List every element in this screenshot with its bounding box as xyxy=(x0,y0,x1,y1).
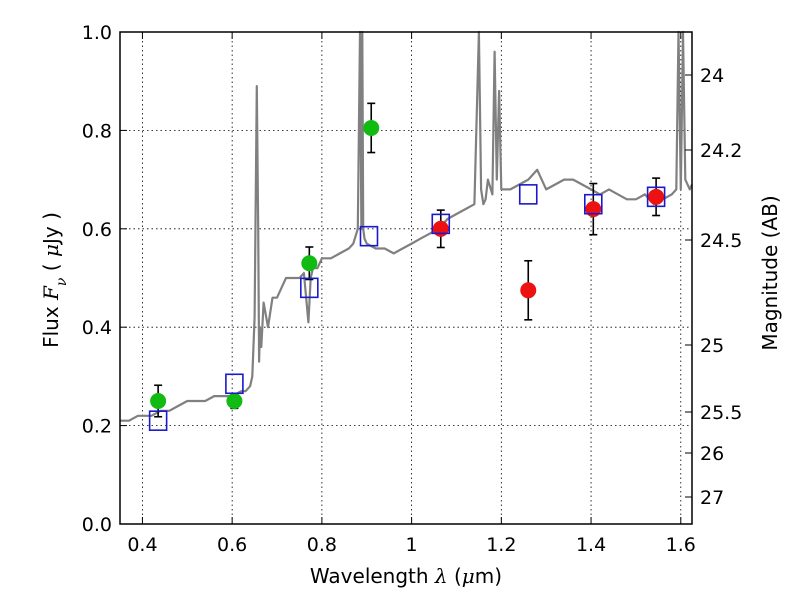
model-square xyxy=(359,225,379,247)
y2-tick-label: 24.2 xyxy=(700,140,742,162)
y2-tick-label: 27 xyxy=(700,487,724,509)
y-tick-label: 1.0 xyxy=(82,22,112,44)
model-square xyxy=(646,186,666,208)
red-data-point xyxy=(520,282,537,299)
green-data-point xyxy=(226,393,243,409)
y2-tick-label: 25 xyxy=(700,335,724,357)
y-tick-label: 0.8 xyxy=(82,120,112,142)
model-square xyxy=(431,213,451,235)
model-square xyxy=(518,184,538,205)
model-square xyxy=(148,410,168,431)
x-tick-label: 1.2 xyxy=(486,534,516,556)
x-tick-label: 1 xyxy=(406,534,418,556)
y-tick-label: 0.4 xyxy=(82,317,112,339)
green-data-point xyxy=(301,255,318,272)
green-data-point xyxy=(363,119,380,136)
plot-frame xyxy=(119,31,693,525)
model-square xyxy=(584,193,603,215)
red-data-point xyxy=(585,201,602,218)
model-square xyxy=(225,373,244,395)
x-tick-label: 1.6 xyxy=(666,534,696,556)
green-data-point xyxy=(150,393,167,409)
tick-layer: 0.4 0.6 0.8 1 1.2 1.4 1.6 0.0 0.2 0.4 0.6 0.8 1.0 24 2… xyxy=(82,22,743,556)
x-axis-label: Wavelength λ (μm) xyxy=(310,564,502,588)
x-tick-label: 0.6 xyxy=(217,534,247,556)
y2-tick-label: 24 xyxy=(700,65,724,87)
model-square xyxy=(300,277,319,299)
x-tick-label: 1.4 xyxy=(576,534,606,556)
y-tick-label: 0.2 xyxy=(82,416,112,438)
spectrum-line xyxy=(120,30,694,422)
grid-lines xyxy=(120,31,692,525)
x-tick-label: 0.4 xyxy=(127,534,157,556)
spectrum-layer xyxy=(120,30,694,422)
y-tick-label: 0.6 xyxy=(82,219,112,241)
x-tick-label: 0.8 xyxy=(307,534,337,556)
red-data-point xyxy=(648,188,665,205)
y-axis-label: Flux Fν ( μJy ) xyxy=(39,212,70,348)
y2-tick-label: 26 xyxy=(700,443,724,465)
y2-axis-label: Magnitude (AB) xyxy=(758,195,782,350)
y-tick-label: 0.0 xyxy=(82,514,112,536)
y2-tick-label: 24.5 xyxy=(700,230,742,252)
marker-layer xyxy=(148,102,666,431)
red-data-point xyxy=(432,220,449,237)
y2-tick-label: 25.5 xyxy=(700,402,742,424)
